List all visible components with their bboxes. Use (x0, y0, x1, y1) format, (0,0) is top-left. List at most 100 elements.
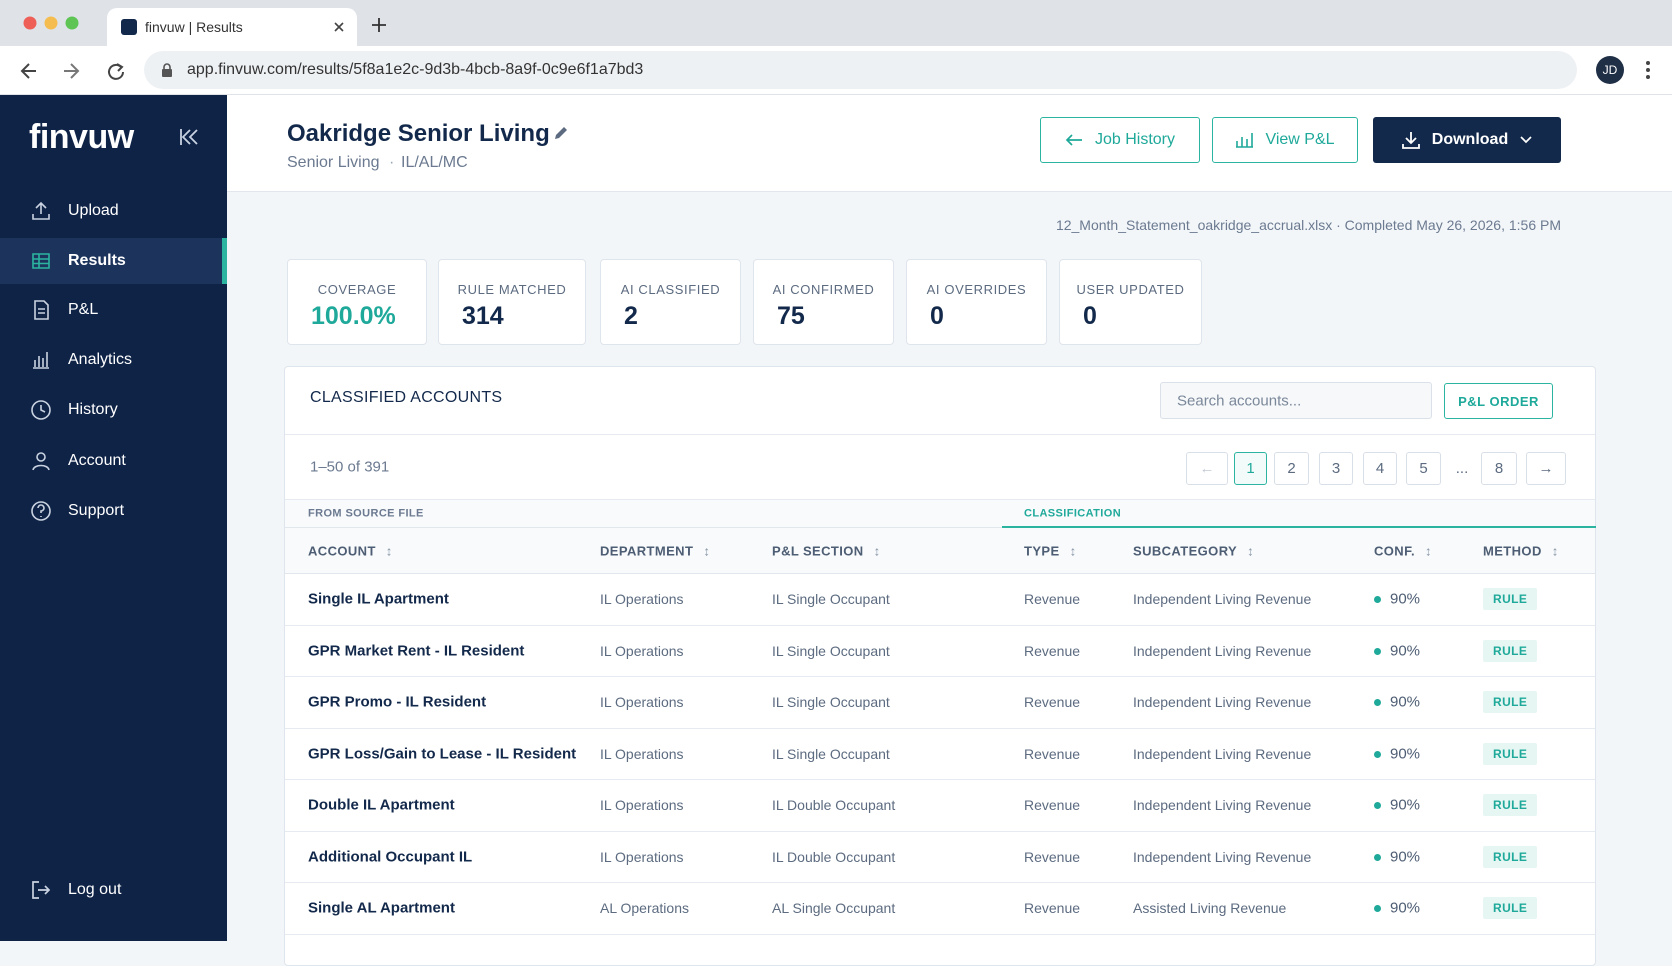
conf-dot (1374, 699, 1381, 706)
lock-icon (162, 63, 172, 77)
page-button[interactable]: 8 (1481, 452, 1517, 485)
group-classification: CLASSIFICATION (1024, 507, 1122, 520)
confidence: 90% (1390, 848, 1421, 866)
url-text: app.finvuw.com/results/5f8a1e2c-9d3b-4bc… (187, 61, 644, 78)
method-badge: RULE (1483, 691, 1538, 714)
method-badge: RULE (1483, 845, 1538, 868)
view-pl-button[interactable]: View P&L (1212, 117, 1358, 163)
nav-buttons[interactable] (20, 61, 130, 81)
cell: AL Operations (600, 900, 689, 917)
column-header[interactable]: TYPE ↕ (1024, 545, 1076, 558)
button-label: Job History (1094, 131, 1176, 148)
table-row[interactable]: Additional Occupant IL IL Operations IL Do… (285, 831, 1595, 883)
job-history-button[interactable]: Job History (1040, 117, 1200, 163)
page-button[interactable]: 4 (1363, 452, 1397, 485)
table-row[interactable]: Single AL Apartment AL Operations AL Singl… (285, 883, 1595, 935)
stat-value: 0 (930, 302, 944, 330)
confidence: 90% (1390, 642, 1421, 660)
close-tab[interactable] (333, 21, 345, 33)
confidence: 90% (1390, 796, 1421, 814)
account-name: GPR Promo - IL Resident (308, 693, 487, 711)
nav-item[interactable]: P&L (68, 301, 99, 318)
avatar[interactable]: JD (1596, 56, 1624, 84)
nav-icon (34, 300, 49, 320)
conf-dot (1374, 647, 1381, 655)
menu-button[interactable] (1644, 60, 1652, 80)
logo: finvuw (29, 118, 134, 156)
pl-order-button[interactable]: P&L ORDER (1444, 383, 1553, 419)
column-label: CONF. (1374, 543, 1415, 559)
divider (285, 434, 1595, 435)
file-info: 12_Month_Statement_oakridge_accrual.xlsx… (1055, 217, 1561, 233)
column-header-row (285, 528, 1595, 574)
sort-icon: ↕ (1247, 543, 1254, 559)
cell: IL Operations (600, 642, 684, 659)
stat-card: USER UPDATED 0 (1059, 259, 1202, 345)
collapse-button[interactable] (180, 128, 200, 146)
nav-item[interactable]: Upload (68, 202, 119, 219)
tab-bar: finvuw | Results (0, 0, 1672, 46)
cell: Independent Living Revenue (1133, 694, 1312, 711)
method-badge: RULE (1483, 588, 1538, 611)
nav-item[interactable]: Analytics (68, 351, 133, 368)
column-header[interactable]: METHOD ↕ (1483, 545, 1559, 558)
download-button[interactable]: Download (1373, 117, 1561, 163)
caret-icon (1520, 136, 1532, 144)
column-header[interactable]: P&L SECTION ↕ (772, 545, 880, 558)
nav-icon (31, 501, 51, 521)
page-button[interactable]: → (1526, 452, 1566, 485)
nav-item[interactable]: Results (68, 252, 126, 269)
stat-label: AI CLASSIFIED (620, 282, 721, 297)
table-row[interactable]: GPR Market Rent - IL Resident IL Operatio… (285, 625, 1595, 677)
page-button[interactable]: ← (1186, 452, 1228, 485)
conf-dot (1374, 596, 1381, 603)
page-button[interactable]: 3 (1319, 452, 1353, 485)
column-header[interactable]: CONF. ↕ (1374, 545, 1432, 558)
logout-icon (32, 881, 51, 899)
arrow-icon (1065, 134, 1082, 146)
column-header[interactable]: ACCOUNT ↕ (308, 545, 393, 558)
confidence: 90% (1390, 590, 1421, 608)
column-header[interactable]: SUBCATEGORY ↕ (1133, 545, 1254, 558)
page-button[interactable]: 2 (1274, 452, 1309, 485)
separator: · (389, 154, 395, 171)
table-row[interactable]: GPR Promo - IL Resident IL Operations IL S… (285, 677, 1595, 729)
url-field[interactable]: app.finvuw.com/results/5f8a1e2c-9d3b-4bc… (144, 51, 1577, 89)
nav-item[interactable]: Support (68, 502, 125, 519)
cell: Assisted Living Revenue (1133, 900, 1287, 917)
group-source: FROM SOURCE FILE (308, 507, 424, 520)
edit-icon[interactable] (553, 125, 569, 141)
cell: IL Single Occupant (772, 694, 890, 711)
stat-value: 314 (462, 302, 504, 330)
logout[interactable]: Log out (68, 881, 122, 898)
confidence: 90% (1390, 899, 1421, 917)
cell: Independent Living Revenue (1133, 797, 1312, 814)
cell: IL Operations (600, 848, 684, 865)
nav-icon (31, 400, 51, 420)
column-header[interactable]: DEPARTMENT ↕ (600, 545, 710, 558)
column-label: P&L SECTION (772, 543, 864, 559)
sort-icon: ↕ (1551, 543, 1559, 559)
account-name: Double IL Apartment (308, 796, 455, 814)
table-row[interactable]: Double IL Apartment IL Operations IL Doubl… (285, 780, 1595, 832)
cell: IL Operations (600, 694, 684, 711)
conf-dot (1374, 905, 1381, 912)
sort-icon: ↕ (873, 543, 881, 559)
nav-item[interactable]: Account (68, 452, 126, 469)
favicon (121, 19, 137, 35)
table-row[interactable]: Single IL Apartment IL Operations IL Singl… (285, 574, 1595, 626)
nav-item[interactable]: History (68, 401, 118, 418)
page-button[interactable]: 1 (1234, 452, 1267, 485)
page-button[interactable]: 5 (1406, 452, 1441, 485)
stat-card: RULE MATCHED 314 (438, 259, 586, 345)
browser-tab[interactable]: finvuw | Results (107, 8, 357, 46)
sort-icon: ↕ (385, 543, 393, 559)
conf-dot (1374, 802, 1381, 809)
stat-label: AI OVERRIDES (926, 282, 1027, 297)
subtitle-types: IL/AL/MC (401, 154, 468, 171)
table-row[interactable]: GPR Loss/Gain to Lease - IL Resident IL O… (285, 728, 1595, 780)
search-input[interactable]: Search accounts... (1160, 382, 1432, 419)
button-label: View P&L (1265, 131, 1335, 148)
new-tab[interactable] (371, 17, 387, 33)
confidence: 90% (1390, 693, 1421, 711)
